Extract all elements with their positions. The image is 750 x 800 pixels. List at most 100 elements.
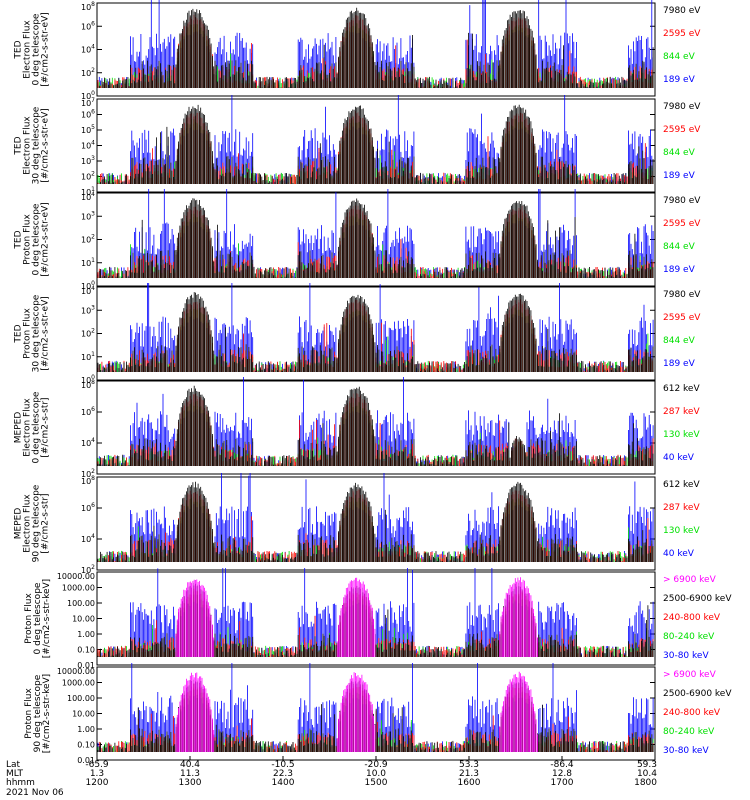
series-trace-1 — [97, 292, 654, 372]
x-tick-label-lat: 59.3 — [637, 760, 657, 770]
x-tick-label-mlt: 10.4 — [637, 769, 657, 779]
legend-entry: 2500-6900 keV — [663, 689, 732, 699]
legend-entry: 844 eV — [663, 148, 696, 158]
y-axis-label-line: 30 deg telescope — [32, 106, 42, 184]
y-axis-label-line: TED — [14, 136, 24, 155]
y-tick-label: 107 — [81, 97, 95, 108]
x-axis-row-label: hhmm — [6, 778, 35, 788]
x-tick-label-lat: -86.4 — [550, 760, 574, 770]
y-axis-label-line: [#/cm2-s-str-keV] — [42, 579, 52, 658]
chart-panel-6: 102 104 106 108 MEPEDElectron Flux90 deg tel… — [14, 473, 700, 575]
legend-entry: 40 keV — [663, 453, 695, 463]
x-axis-row-label: Lat — [6, 760, 21, 770]
y-tick-label: 108 — [81, 1, 95, 12]
y-axis-label-line: MEPED — [14, 412, 24, 444]
legend-entry: 7980 eV — [663, 290, 701, 300]
x-tick-label-mlt: 22.3 — [273, 769, 293, 779]
y-axis-label: Proton Flux90 deg telescope[#/cm2-s-str-… — [24, 674, 52, 753]
legend-entry: 80-240 keV — [663, 632, 715, 642]
y-axis-label-line: [#/cm2-s-str-eV] — [41, 296, 51, 371]
chart-panel-5: 102 104 106 108 MEPEDElectron Flux0 deg tele… — [14, 377, 700, 479]
x-tick-label-hhmm: 1700 — [551, 778, 574, 788]
x-tick-label-hhmm: 1600 — [458, 778, 481, 788]
legend-entry: 30-80 keV — [663, 746, 709, 756]
y-tick-label: 102 — [81, 328, 95, 339]
legend-entry: 612 keV — [663, 480, 700, 490]
x-axis-row-label: MLT — [6, 769, 24, 779]
y-tick-label: 104 — [81, 437, 95, 448]
y-tick-label: 100.00 — [67, 694, 95, 703]
legend-entry: 612 keV — [663, 384, 700, 394]
y-axis-label-line: [#/cm2-s-str] — [41, 493, 51, 553]
y-tick-label: 0.10 — [77, 741, 95, 750]
y-tick-label: 10000.00 — [57, 572, 95, 581]
y-axis-label-line: Proton Flux — [23, 308, 33, 359]
y-tick-label: 104 — [81, 44, 95, 55]
legend-entry: 2595 eV — [663, 29, 701, 39]
x-tick-label-hhmm: 1300 — [179, 778, 202, 788]
legend-entry: 287 keV — [663, 503, 700, 513]
legend-entry: 2595 eV — [663, 125, 701, 135]
series-trace-1 — [175, 577, 538, 657]
y-axis-label-line: Electron Flux — [23, 398, 33, 457]
y-tick-label: 1.00 — [77, 725, 95, 734]
y-axis-label-line: [#/cm2-s-str-keV] — [42, 674, 52, 753]
legend-entry: 7980 eV — [663, 6, 701, 16]
series-trace-1 — [98, 7, 654, 88]
legend-entry: 240-800 keV — [663, 708, 721, 718]
y-tick-label: 103 — [81, 304, 95, 315]
series-trace-1 — [175, 671, 538, 752]
x-tick-label-mlt: 12.8 — [552, 769, 572, 779]
x-tick-label-hhmm: 1500 — [365, 778, 388, 788]
y-axis-label-line: 0 deg telescope — [32, 13, 42, 85]
y-axis-label: MEPEDElectron Flux90 deg telescope[#/cm2… — [14, 484, 51, 562]
y-tick-label: 103 — [81, 155, 95, 166]
legend-entry: 7980 eV — [663, 102, 701, 112]
chart-panel-3: 100 101 102 103 104 TEDProton Flux0 deg teles… — [14, 189, 701, 291]
chart-panel-7: 0.01 0.10 1.00 10.00 100.00 1000.00 10000.00 Pr… — [24, 568, 732, 670]
y-tick-label: 102 — [81, 564, 95, 575]
y-tick-label: 106 — [81, 406, 95, 417]
y-tick-label: 104 — [81, 285, 95, 296]
y-tick-label: 103 — [81, 210, 95, 221]
y-axis-label-line: 30 deg telescope — [32, 294, 42, 372]
x-tick-label-hhmm: 1800 — [634, 778, 657, 788]
y-axis-label-line: Electron Flux — [23, 494, 33, 553]
y-tick-label: 100 — [81, 374, 95, 385]
x-tick-label-hhmm: 1200 — [86, 778, 109, 788]
y-tick-label: 101 — [81, 257, 95, 268]
y-tick-label: 100 — [81, 90, 95, 101]
y-tick-label: 1.00 — [77, 630, 95, 639]
legend-entry: 189 eV — [663, 265, 696, 275]
y-tick-label: 0.01 — [77, 661, 95, 670]
legend-entry: 240-800 keV — [663, 613, 721, 623]
y-axis-label-line: TED — [14, 230, 24, 249]
y-axis-label-line: [#/cm2-s-str-eV] — [41, 12, 51, 87]
x-tick-label-lat: -65.9 — [85, 760, 109, 770]
y-axis-label-line: 0 deg telescope — [33, 582, 43, 654]
chart-panel-8: 0.01 0.10 1.00 10.00 100.00 1000.00 10000.00 Pr… — [24, 663, 732, 765]
y-tick-label: 105 — [81, 124, 95, 135]
legend-entry: 2500-6900 keV — [663, 594, 732, 604]
y-tick-label: 10.00 — [72, 710, 95, 719]
x-axis-labels: LatMLThhmm-65.91.3120040.411.31300-10.52… — [6, 756, 657, 798]
y-tick-label: 108 — [81, 379, 95, 390]
y-tick-label: 102 — [81, 171, 95, 182]
legend-entry: 2595 eV — [663, 219, 701, 229]
y-axis-label: TEDProton Flux30 deg telescope[#/cm2-s-s… — [14, 294, 51, 372]
y-tick-label: 102 — [81, 468, 95, 479]
series-trace-1 — [98, 198, 654, 278]
y-axis-label-line: 90 deg telescope — [32, 484, 42, 562]
y-tick-label: 1000.00 — [62, 584, 95, 593]
y-tick-label: 0.01 — [77, 756, 95, 765]
y-axis-label-line: 0 deg telescope — [32, 203, 42, 275]
series-trace-1 — [97, 385, 654, 466]
y-tick-label: 101 — [81, 351, 95, 362]
legend-entry: 844 eV — [663, 52, 696, 62]
y-axis-label-line: Electron Flux — [23, 20, 33, 79]
y-tick-label: 104 — [81, 191, 95, 202]
y-axis-label-line: [#/cm2-s-str-eV] — [41, 108, 51, 183]
series-trace-1 — [97, 481, 654, 562]
